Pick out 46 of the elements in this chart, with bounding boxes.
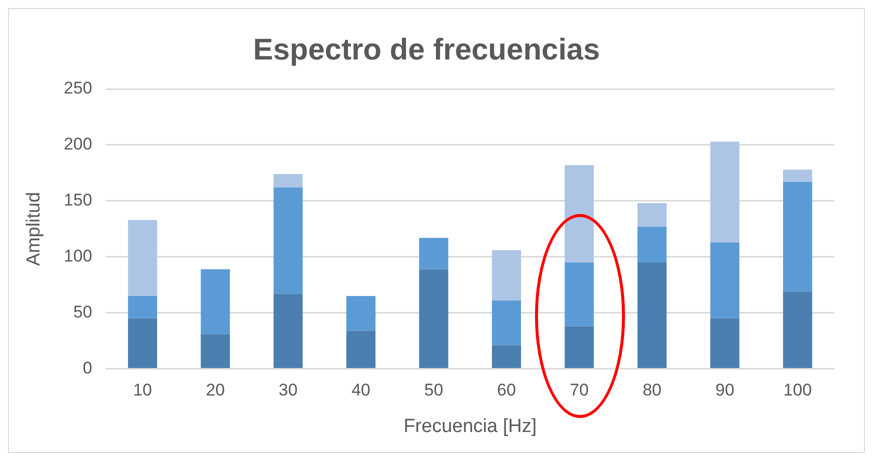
y-tick-label: 100 [64, 246, 92, 266]
y-tick-label: 50 [73, 302, 92, 322]
x-tick-label: 100 [783, 380, 812, 400]
x-tick-label: 10 [133, 380, 152, 400]
chart-title: Espectro de frecuencias [253, 33, 600, 66]
bar [637, 226, 667, 262]
bar [346, 296, 376, 331]
bar [274, 187, 303, 294]
bar [128, 220, 158, 296]
bar [564, 165, 594, 262]
bar [710, 242, 740, 318]
bar [419, 238, 448, 270]
bar [783, 292, 812, 368]
x-tick-label: 90 [715, 380, 734, 400]
bar [419, 269, 448, 368]
bar [637, 262, 667, 368]
bar [783, 170, 812, 182]
x-tick-label: 20 [206, 380, 225, 400]
bar [637, 203, 667, 227]
y-tick-label: 250 [64, 78, 92, 98]
bar [128, 296, 158, 318]
bar [492, 250, 522, 301]
bar [710, 318, 740, 368]
y-tick-label: 0 [82, 358, 92, 378]
x-tick-label: 70 [570, 380, 589, 400]
bar [492, 300, 522, 346]
bar [274, 174, 303, 188]
x-tick-label: 60 [497, 380, 516, 400]
y-tick-label: 200 [64, 134, 92, 154]
bar [200, 269, 230, 334]
bar [564, 326, 594, 368]
x-tick-label: 80 [642, 380, 662, 400]
x-tick-label: 30 [278, 380, 298, 400]
y-axis-title: Amplitud [24, 192, 45, 266]
bar [783, 182, 812, 292]
bar [128, 318, 158, 368]
bar [492, 345, 522, 368]
x-axis-title: Frecuencia [Hz] [404, 416, 537, 437]
y-tick-label: 150 [64, 190, 92, 210]
bar [200, 334, 230, 368]
bar [346, 330, 376, 368]
bar [564, 262, 594, 326]
x-tick-label: 40 [351, 380, 370, 400]
bar [710, 142, 740, 242]
x-tick-label: 50 [424, 380, 444, 400]
bar [274, 294, 303, 368]
